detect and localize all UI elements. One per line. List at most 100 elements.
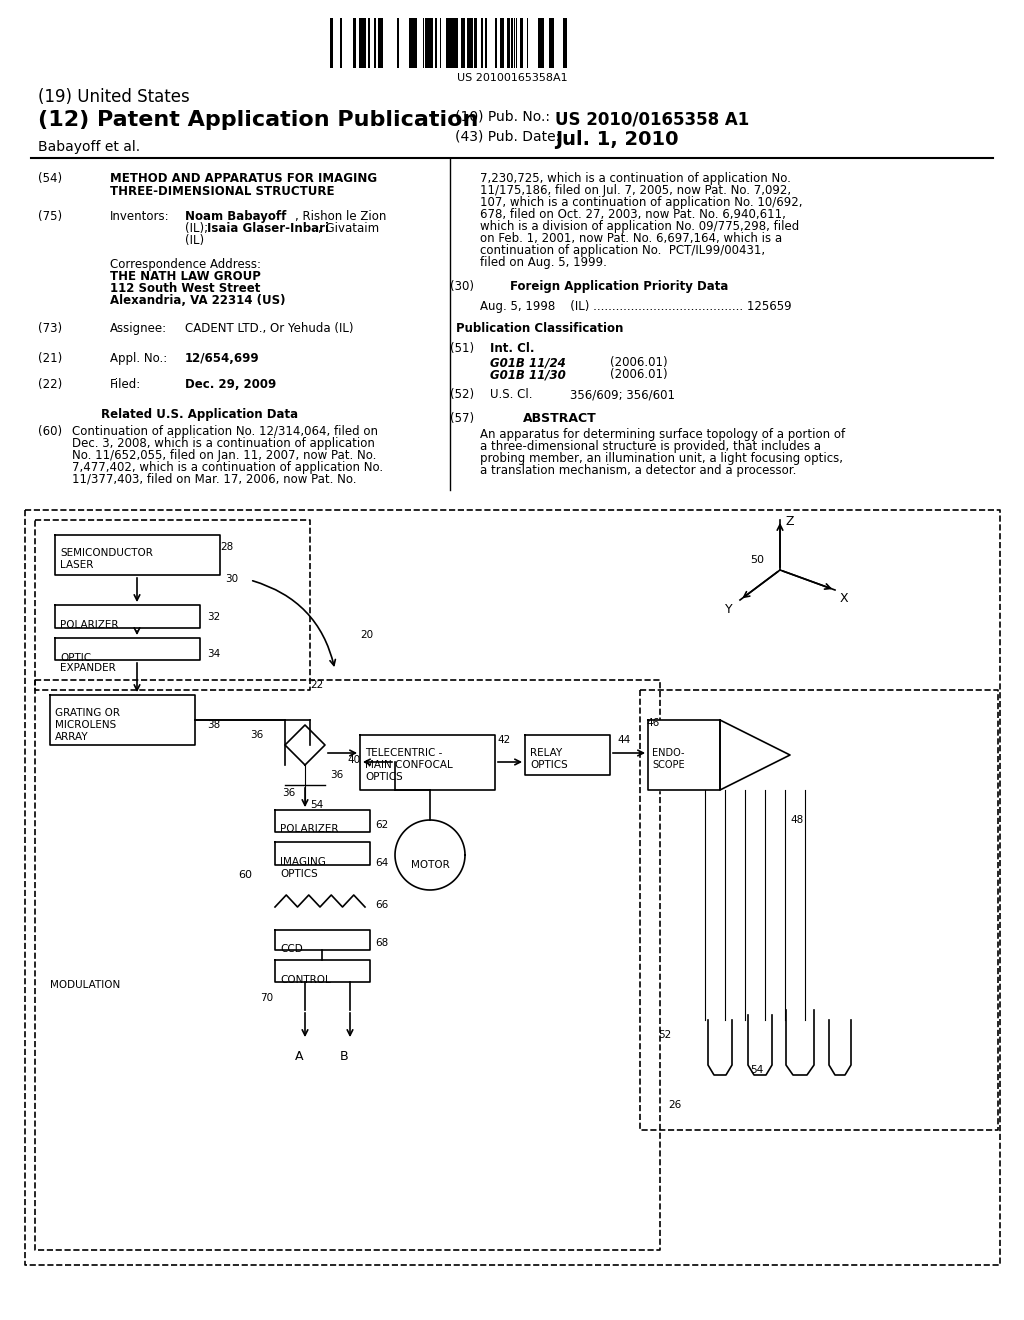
Text: (22): (22) (38, 378, 62, 391)
Polygon shape (285, 725, 325, 766)
Text: (2006.01): (2006.01) (610, 356, 668, 370)
Text: a translation mechanism, a detector and a processor.: a translation mechanism, a detector and … (480, 465, 797, 477)
Text: Foreign Application Priority Data: Foreign Application Priority Data (510, 280, 728, 293)
Text: A: A (295, 1049, 303, 1063)
Text: Babayoff et al.: Babayoff et al. (38, 140, 140, 154)
Text: 36: 36 (250, 730, 263, 741)
Text: (30): (30) (450, 280, 474, 293)
Text: 20: 20 (360, 630, 373, 640)
Text: 38: 38 (207, 719, 220, 730)
Bar (511, 18, 513, 69)
Text: 7,477,402, which is a continuation of application No.: 7,477,402, which is a continuation of ap… (72, 461, 383, 474)
Text: 52: 52 (658, 1030, 672, 1040)
Text: 68: 68 (375, 939, 388, 948)
Text: GRATING OR: GRATING OR (55, 708, 120, 718)
Polygon shape (395, 820, 465, 890)
Text: 46: 46 (646, 718, 659, 729)
Text: (52): (52) (450, 388, 474, 401)
Text: Dec. 29, 2009: Dec. 29, 2009 (185, 378, 276, 391)
Bar (467, 18, 469, 69)
Text: continuation of application No.  PCT/IL99/00431,: continuation of application No. PCT/IL99… (480, 244, 765, 257)
Text: 34: 34 (207, 649, 220, 659)
Text: 64: 64 (375, 858, 388, 869)
Bar (425, 18, 428, 69)
Text: (75): (75) (38, 210, 62, 223)
Text: An apparatus for determining surface topology of a portion of: An apparatus for determining surface top… (480, 428, 845, 441)
Text: Filed:: Filed: (110, 378, 141, 391)
Polygon shape (275, 960, 370, 982)
Bar (538, 18, 541, 69)
Text: ABSTRACT: ABSTRACT (523, 412, 597, 425)
Text: (60): (60) (38, 425, 62, 438)
Text: (2006.01): (2006.01) (610, 368, 668, 381)
Text: POLARIZER: POLARIZER (280, 824, 339, 834)
Polygon shape (55, 605, 200, 628)
Text: probing member, an illumination unit, a light focusing optics,: probing member, an illumination unit, a … (480, 451, 843, 465)
Bar (360, 18, 362, 69)
Text: 54: 54 (310, 800, 324, 810)
Text: (12) Patent Application Publication: (12) Patent Application Publication (38, 110, 478, 129)
Text: Related U.S. Application Data: Related U.S. Application Data (101, 408, 299, 421)
Bar (501, 18, 503, 69)
Text: MAIN CONFOCAL: MAIN CONFOCAL (365, 760, 453, 770)
Text: MICROLENS: MICROLENS (55, 719, 117, 730)
Text: (73): (73) (38, 322, 62, 335)
Text: 112 South West Street: 112 South West Street (110, 282, 260, 294)
Text: 28: 28 (220, 543, 233, 552)
Polygon shape (275, 842, 370, 865)
Polygon shape (525, 735, 610, 775)
Text: 12/654,699: 12/654,699 (185, 352, 260, 366)
Bar (450, 18, 453, 69)
Text: 66: 66 (375, 900, 388, 909)
Polygon shape (50, 696, 195, 744)
Text: Int. Cl.: Int. Cl. (490, 342, 535, 355)
Bar (428, 18, 430, 69)
Text: 42: 42 (497, 735, 510, 744)
Bar (481, 18, 483, 69)
Polygon shape (720, 719, 790, 789)
Text: 60: 60 (238, 870, 252, 880)
Text: (10) Pub. No.:: (10) Pub. No.: (455, 110, 550, 124)
Text: on Feb. 1, 2001, now Pat. No. 6,697,164, which is a: on Feb. 1, 2001, now Pat. No. 6,697,164,… (480, 232, 782, 246)
Text: ENDO-: ENDO- (652, 748, 684, 758)
Bar (353, 18, 356, 69)
Bar (453, 18, 456, 69)
Bar (435, 18, 437, 69)
Polygon shape (275, 931, 370, 950)
Text: 44: 44 (617, 735, 630, 744)
Text: which is a division of application No. 09/775,298, filed: which is a division of application No. 0… (480, 220, 800, 234)
Text: 50: 50 (750, 554, 764, 565)
Bar (549, 18, 551, 69)
Text: 36: 36 (330, 770, 343, 780)
Bar (446, 18, 449, 69)
Text: US 2010/0165358 A1: US 2010/0165358 A1 (555, 110, 750, 128)
Text: (IL): (IL) (185, 234, 204, 247)
Text: THE NATH LAW GROUP: THE NATH LAW GROUP (110, 271, 261, 282)
Text: OPTICS: OPTICS (280, 869, 317, 879)
Text: Isaia Glaser-Inbari: Isaia Glaser-Inbari (207, 222, 329, 235)
Text: 62: 62 (375, 820, 388, 830)
Text: (19) United States: (19) United States (38, 88, 189, 106)
Text: CCD: CCD (280, 944, 303, 954)
Text: (43) Pub. Date:: (43) Pub. Date: (455, 129, 560, 144)
Text: EXPANDER: EXPANDER (60, 663, 116, 673)
Text: THREE-DIMENSIONAL STRUCTURE: THREE-DIMENSIONAL STRUCTURE (110, 185, 335, 198)
Bar (469, 18, 471, 69)
Bar (409, 18, 412, 69)
Bar (413, 18, 416, 69)
Text: 36: 36 (282, 788, 295, 799)
Bar (495, 18, 497, 69)
Text: 40: 40 (347, 755, 360, 766)
Bar (431, 18, 433, 69)
Bar (330, 18, 333, 69)
Text: IMAGING: IMAGING (280, 857, 326, 867)
Text: Z: Z (785, 515, 794, 528)
Bar (564, 18, 567, 69)
Text: 48: 48 (790, 814, 803, 825)
Text: 26: 26 (668, 1100, 681, 1110)
Text: RELAY: RELAY (530, 748, 562, 758)
Bar (397, 18, 399, 69)
Bar (507, 18, 510, 69)
Text: (51): (51) (450, 342, 474, 355)
Bar (362, 18, 365, 69)
